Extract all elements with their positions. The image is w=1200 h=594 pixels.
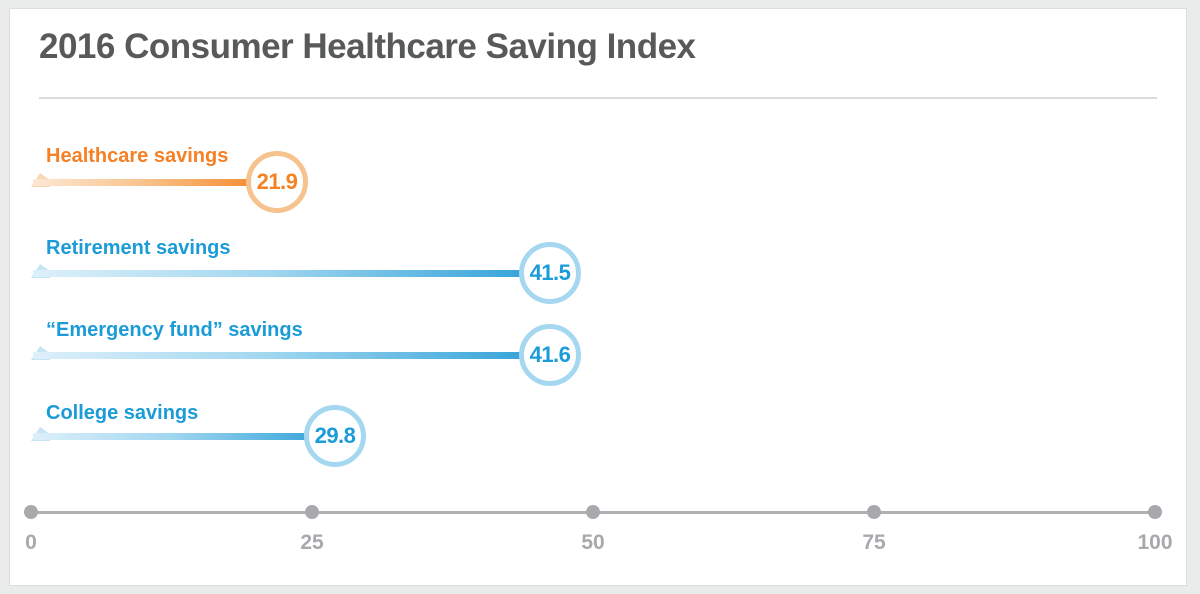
bar-line [33, 179, 277, 186]
lollipop-chart: Healthcare savings 21.9 Retirement savin… [10, 9, 1186, 585]
axis-tick-label: 75 [862, 531, 886, 554]
bar-label: College savings [46, 402, 199, 424]
value-label: 41.6 [529, 342, 571, 367]
chart-title: 2016 Consumer Healthcare Saving Index [39, 27, 696, 66]
value-bubble: 21.9 [246, 151, 308, 213]
bar-line [33, 433, 335, 440]
axis-tick-dot [586, 505, 600, 519]
axis-tick-label: 25 [300, 531, 324, 554]
bar-label: Retirement savings [46, 237, 231, 259]
value-label: 21.9 [256, 169, 298, 194]
axis-tick-dot [1148, 505, 1162, 519]
axis-tick-label: 100 [1137, 531, 1173, 554]
bar-line [33, 352, 550, 359]
axis-tick-dot [867, 505, 881, 519]
bar-line [33, 270, 550, 277]
value-bubble: 41.5 [519, 242, 581, 304]
chart-card: 2016 Consumer Healthcare Saving Index He… [9, 8, 1187, 586]
axis-tick-dot [305, 505, 319, 519]
value-label: 29.8 [314, 423, 356, 448]
bar-label: “Emergency fund” savings [46, 319, 303, 341]
axis-tick-dot [24, 505, 38, 519]
value-label: 41.5 [529, 260, 571, 285]
value-bubble: 29.8 [304, 405, 366, 467]
title-divider [39, 97, 1157, 99]
bar-label: Healthcare savings [46, 145, 229, 167]
value-bubble: 41.6 [519, 324, 581, 386]
axis-tick-label: 0 [25, 531, 37, 554]
axis-tick-label: 50 [581, 531, 605, 554]
